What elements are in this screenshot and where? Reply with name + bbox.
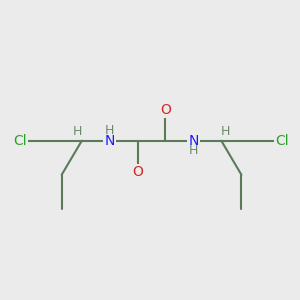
- Text: O: O: [132, 165, 143, 179]
- Text: O: O: [160, 103, 171, 117]
- Text: Cl: Cl: [13, 134, 27, 148]
- Text: N: N: [188, 134, 199, 148]
- Text: H: H: [221, 125, 231, 138]
- Text: Cl: Cl: [275, 134, 289, 148]
- Text: H: H: [73, 125, 82, 138]
- Text: H: H: [189, 144, 198, 157]
- Text: N: N: [104, 134, 115, 148]
- Text: H: H: [105, 124, 114, 137]
